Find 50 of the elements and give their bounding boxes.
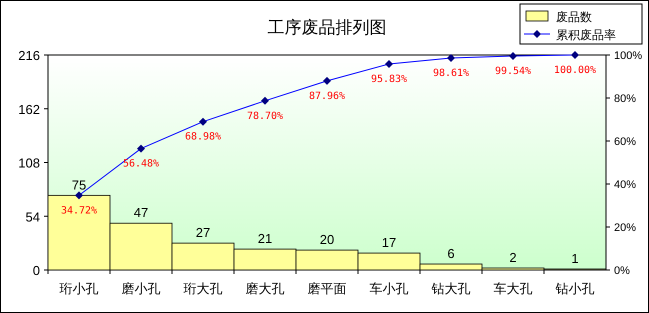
point bbox=[509, 52, 517, 60]
data-label: 47 bbox=[134, 205, 148, 220]
data-label: 20 bbox=[320, 232, 334, 248]
y-tick-label: 0 bbox=[32, 263, 40, 278]
data-label: 17 bbox=[382, 235, 396, 250]
y-tick-label: 54 bbox=[26, 209, 40, 224]
data-label: 27 bbox=[196, 225, 210, 240]
x-tick-label: 珩大孔 bbox=[184, 281, 222, 296]
point bbox=[137, 144, 145, 153]
x-tick-label: 车大孔 bbox=[494, 281, 532, 296]
data-label: 99.54% bbox=[494, 66, 532, 77]
y2-tick-label: 80% bbox=[614, 93, 636, 105]
point bbox=[385, 60, 393, 68]
x-tick-label: 钻大孔 bbox=[430, 281, 470, 296]
y-tick-label: 108 bbox=[18, 156, 40, 170]
y-tick-label: 216 bbox=[18, 48, 40, 63]
y2-tick-label: 60% bbox=[614, 136, 636, 148]
data-label: 95.83% bbox=[370, 74, 408, 85]
point bbox=[447, 54, 455, 62]
x-tick-label: 磨小孔 bbox=[122, 281, 160, 296]
y-tick-label: 162 bbox=[18, 102, 40, 117]
point bbox=[571, 51, 579, 59]
x-tick-label: 磨大孔 bbox=[246, 281, 284, 296]
data-label: 87.96% bbox=[308, 90, 346, 102]
data-label: 98.61% bbox=[432, 68, 470, 79]
point bbox=[199, 118, 207, 126]
data-label: 1 bbox=[571, 251, 579, 266]
data-label: 6 bbox=[447, 246, 455, 262]
data-label: 68.98% bbox=[184, 132, 222, 143]
data-label: 100.00% bbox=[554, 65, 596, 76]
point bbox=[75, 191, 83, 200]
data-label: 21 bbox=[258, 231, 272, 246]
x-tick-label: 车小孔 bbox=[370, 281, 408, 296]
y2-tick-label: 40% bbox=[614, 179, 636, 191]
y2-tick-label: 0% bbox=[614, 265, 630, 277]
legend-label: 废品数 bbox=[556, 10, 592, 24]
data-label: 75 bbox=[72, 177, 86, 192]
legend-label: 累积废品率 bbox=[556, 28, 616, 42]
x-tick-label: 珩小孔 bbox=[60, 281, 98, 296]
point bbox=[323, 76, 331, 85]
x-tick-label: 钻小孔 bbox=[554, 281, 594, 296]
data-label: 2 bbox=[509, 250, 517, 266]
data-label: 56.48% bbox=[122, 158, 160, 170]
data-label: 34.72% bbox=[60, 205, 98, 216]
y2-tick-label: 100% bbox=[614, 50, 642, 62]
point bbox=[261, 96, 269, 105]
chart-title: 工序废品排列图 bbox=[268, 18, 386, 37]
data-label: 78.70% bbox=[246, 110, 284, 122]
y2-tick-label: 20% bbox=[614, 222, 636, 234]
x-tick-label: 磨平面 bbox=[308, 281, 346, 296]
